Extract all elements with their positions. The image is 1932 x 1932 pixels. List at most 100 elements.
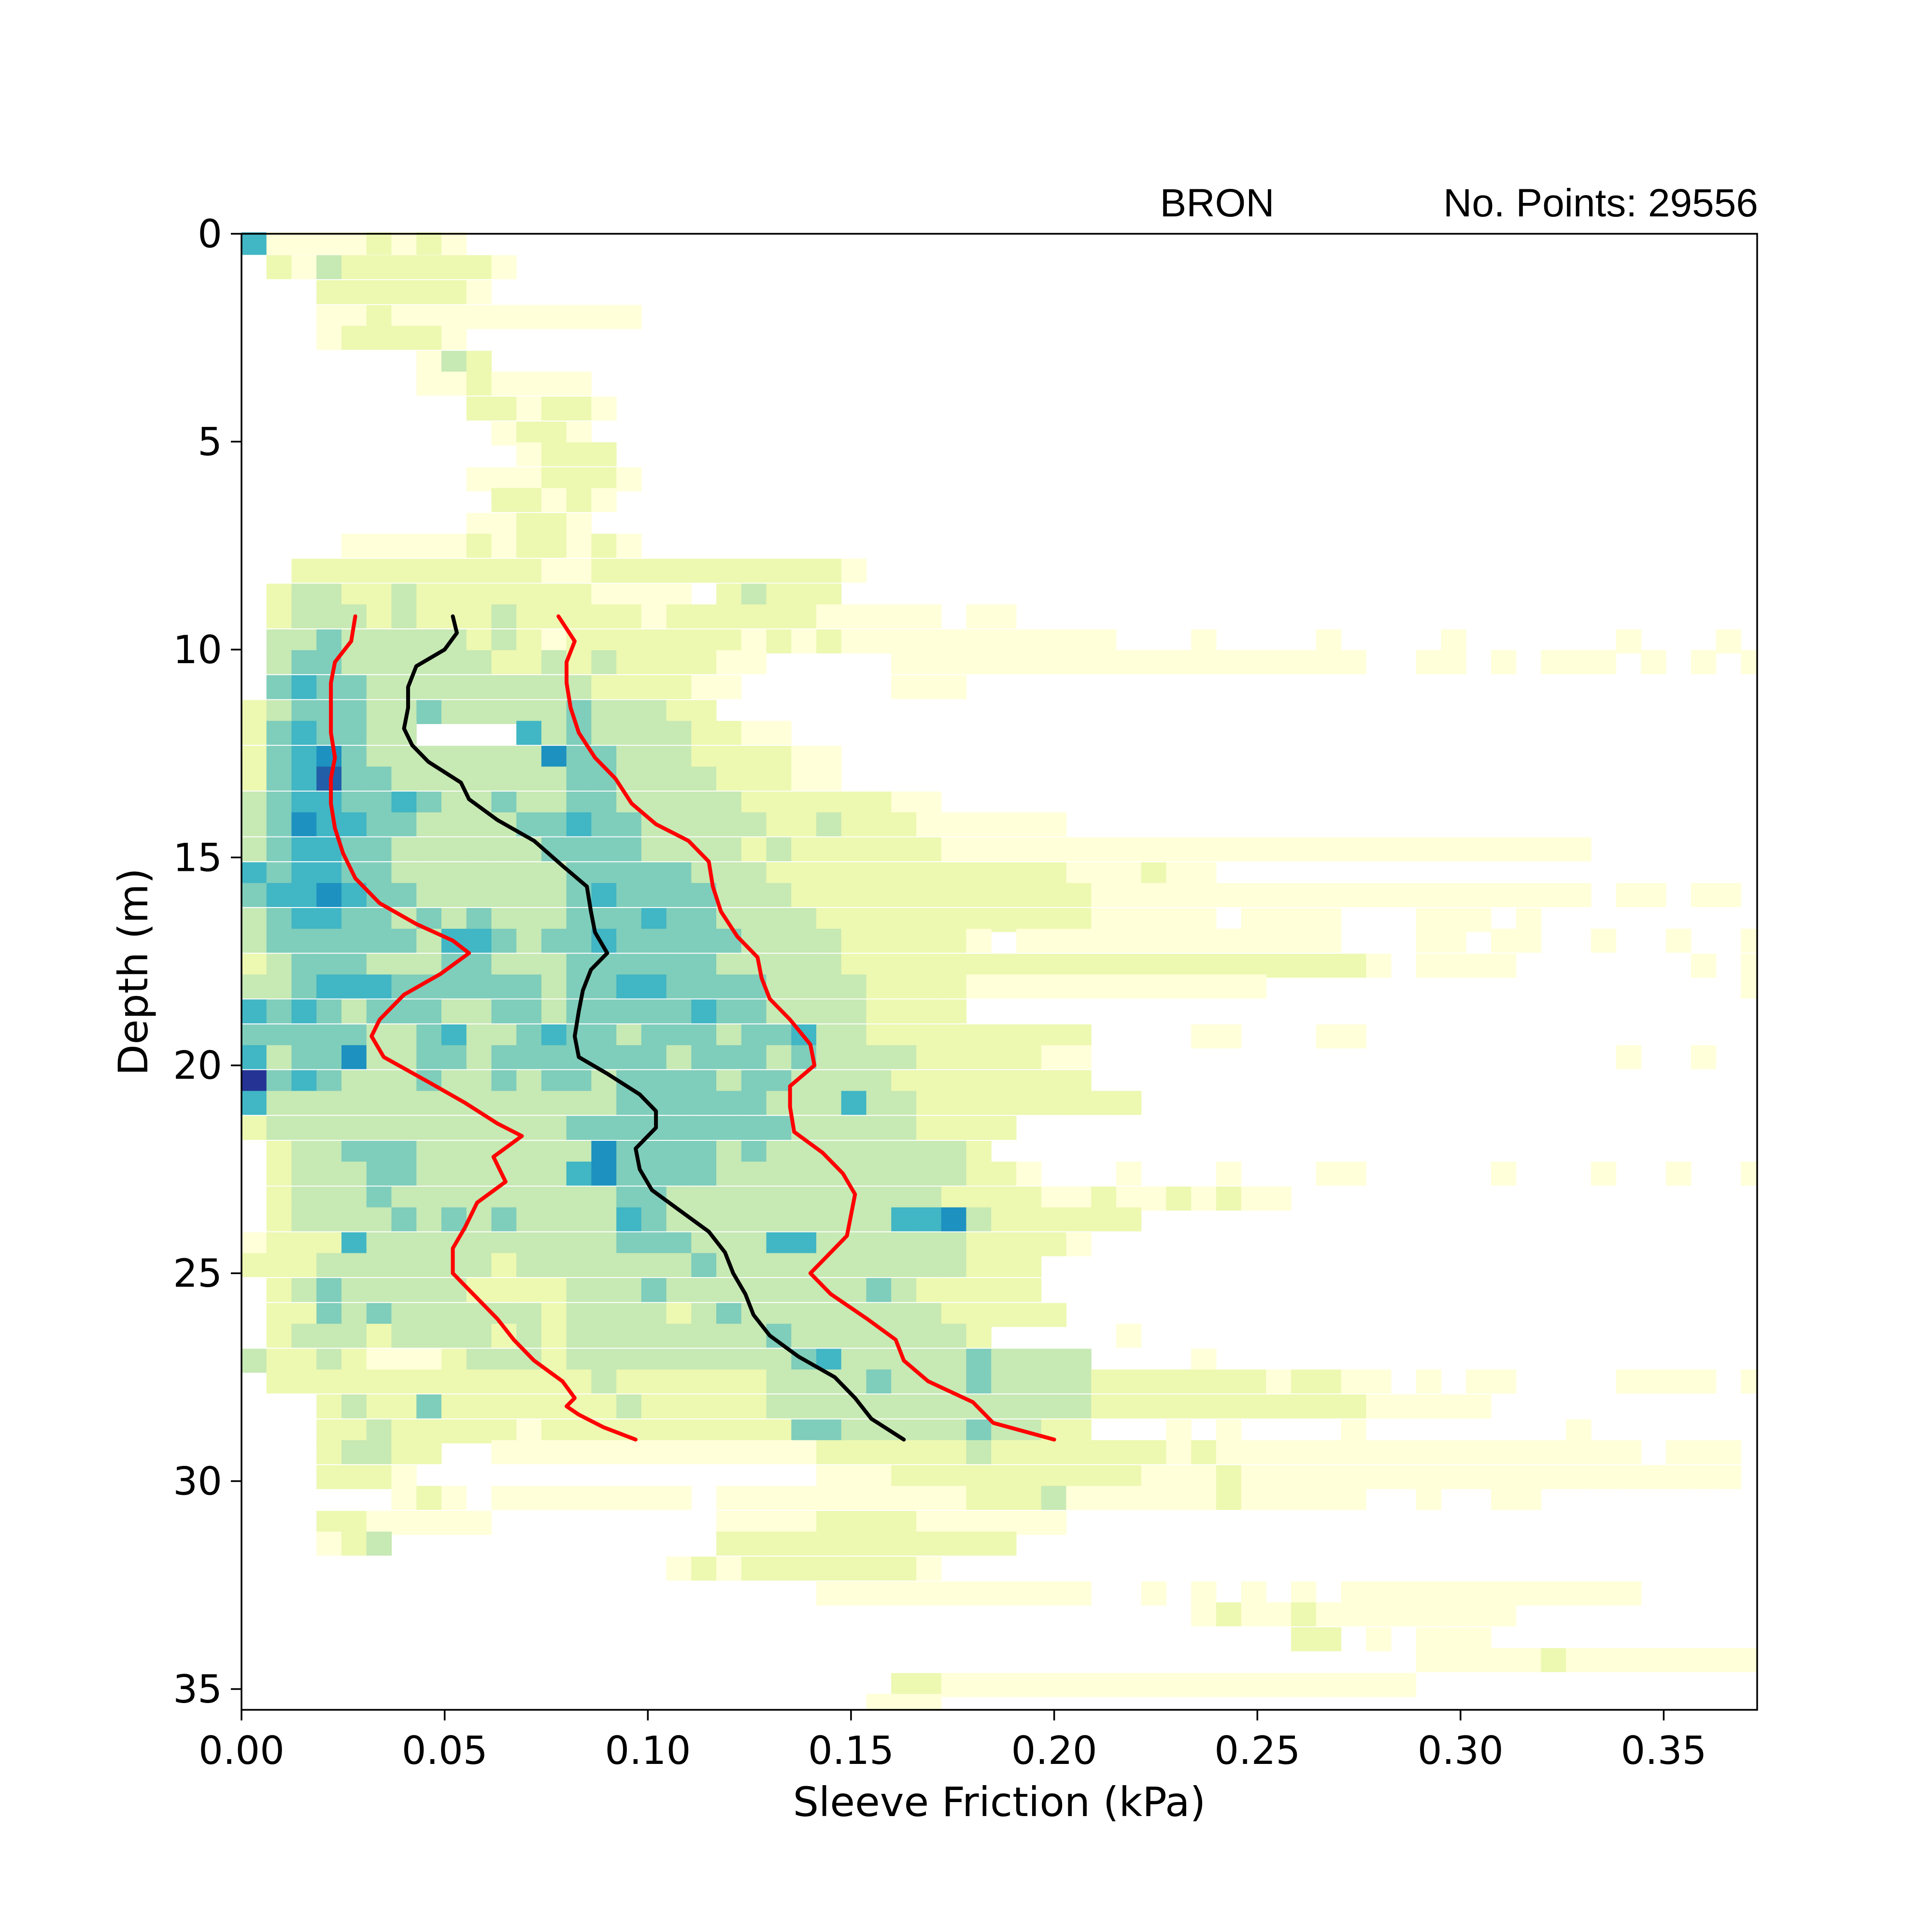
heatmap-cell [1316,1162,1342,1186]
heatmap-cell [341,1186,367,1211]
heatmap-cell [316,629,342,653]
heatmap-cell [516,1253,542,1278]
heatmap-cell [1391,1673,1417,1697]
heatmap-cell [566,1253,592,1278]
heatmap-cell [566,1207,592,1232]
heatmap-cell [1091,1673,1117,1697]
heatmap-cell [1516,1486,1541,1510]
heatmap-cell [716,999,742,1023]
heatmap-cell [616,1369,642,1394]
heatmap-cell [916,908,942,932]
heatmap-cell [1391,1602,1417,1627]
heatmap-cell [816,883,842,907]
heatmap-cell [541,1091,567,1115]
heatmap-cell [641,953,667,978]
heatmap-cell [491,883,517,907]
heatmap-cell [866,1253,892,1278]
heatmap-cell [391,1253,417,1278]
heatmap-cell [316,1511,342,1535]
heatmap-cell [916,928,942,953]
heatmap-cell [341,558,367,583]
heatmap-cell [591,1394,617,1419]
heatmap-cell [816,767,842,791]
heatmap-cell [1416,1394,1441,1419]
heatmap-cell [391,1303,417,1327]
heatmap-cell [841,974,867,999]
heatmap-cell [1541,1440,1566,1464]
heatmap-cell [466,629,492,653]
heatmap-cell [841,812,867,837]
heatmap-cell [666,650,692,674]
heatmap-cell [242,1070,267,1094]
heatmap-cell [441,1140,467,1165]
heatmap-cell [541,583,567,608]
heatmap-cell [941,1253,966,1278]
heatmap-cell [1716,1465,1741,1490]
heatmap-cell [291,812,317,837]
heatmap-cell [1391,883,1417,907]
heatmap-cell [1466,1581,1492,1606]
heatmap-cell [516,305,542,329]
heatmap-cell [1166,1486,1192,1510]
heatmap-cell [1416,1581,1441,1606]
heatmap-cell [516,1303,542,1327]
heatmap-cell [941,1091,966,1115]
heatmap-cell [391,1440,417,1464]
heatmap-cell [1341,1024,1366,1049]
heatmap-cell [891,1162,917,1186]
heatmap-cell [491,700,517,724]
heatmap-cell [966,1673,992,1697]
heatmap-cell [1166,650,1192,674]
heatmap-cell [616,812,642,837]
heatmap-cell [266,1116,292,1140]
heatmap-cell [616,1278,642,1302]
heatmap-cell [1316,1465,1342,1490]
heatmap-cell [1241,883,1266,907]
heatmap-cell [991,604,1017,629]
heatmap-cell [466,397,492,421]
heatmap-cell [441,255,467,279]
heatmap-cell [416,1232,442,1256]
heatmap-cell [641,1486,667,1510]
heatmap-cell [266,700,292,724]
heatmap-cell [366,1091,392,1115]
heatmap-cell [1666,1465,1691,1490]
heatmap-cell [841,862,867,886]
heatmap-cell [716,1303,742,1327]
heatmap-cell [916,1556,942,1581]
heatmap-cell [391,1465,417,1490]
heatmap-cell [466,746,492,770]
heatmap-cell [1016,862,1042,886]
heatmap-cell [341,812,367,837]
heatmap-cell [366,629,392,653]
heatmap-cell [341,700,367,724]
heatmap-cell [1041,1394,1066,1419]
heatmap-cell [1616,883,1641,907]
heatmap-cell [991,1486,1017,1510]
heatmap-cell [766,1091,792,1115]
heatmap-cell [391,232,417,255]
heatmap-cell [1166,1369,1192,1394]
heatmap-cell [666,883,692,907]
heatmap-cell [416,862,442,886]
heatmap-cell [916,1693,942,1710]
heatmap-cell [716,1070,742,1094]
heatmap-cell [841,1465,867,1490]
heatmap-cell [891,604,917,629]
heatmap-cell [591,1323,617,1348]
heatmap-cell [1216,883,1242,907]
heatmap-cell [1366,1627,1392,1651]
y-tick-label: 30 [173,1459,222,1504]
heatmap-cell [816,629,842,653]
x-tick-label: 0.10 [605,1728,691,1773]
heatmap-cell [616,1394,642,1419]
heatmap-cell [1316,837,1342,862]
heatmap-cell [816,1465,842,1490]
heatmap-cell [791,1440,817,1464]
heatmap-cell [366,1394,392,1419]
heatmap-cell [841,558,867,583]
heatmap-cell [466,953,492,978]
heatmap-cell [666,767,692,791]
heatmap-cell [1241,1440,1266,1464]
heatmap-cell [1316,629,1342,653]
